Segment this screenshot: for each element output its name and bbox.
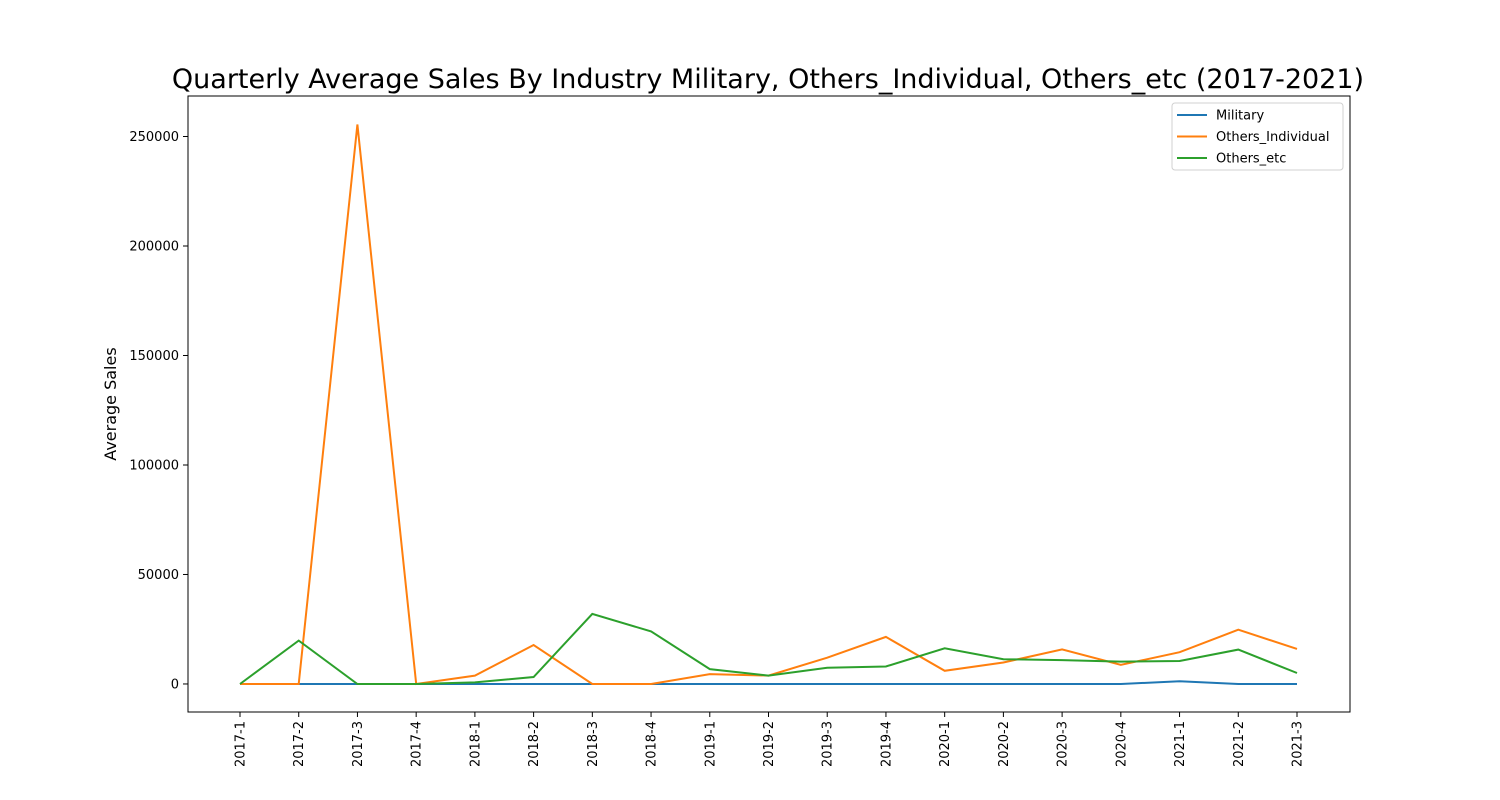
x-tick-label: 2017-3 xyxy=(351,721,366,767)
x-tick-label: 2017-2 xyxy=(292,721,307,767)
series-line-others-individual xyxy=(240,124,1298,686)
x-tick-label: 2021-1 xyxy=(1173,721,1188,767)
x-tick-label: 2018-2 xyxy=(527,721,542,767)
plot-area xyxy=(187,95,1351,713)
legend-label: Military xyxy=(1216,109,1264,124)
x-tick-label: 2020-3 xyxy=(1056,721,1071,767)
x-tick-label: 2019-1 xyxy=(703,721,718,767)
chart-title: Quarterly Average Sales By Industry Mili… xyxy=(172,64,1364,95)
x-tick-label: 2021-2 xyxy=(1232,721,1247,767)
x-tick-label: 2019-3 xyxy=(821,721,836,767)
y-axis-label: Average Sales xyxy=(101,347,120,460)
legend-label: Others_etc xyxy=(1216,152,1286,167)
x-tick-label: 2018-1 xyxy=(468,721,483,767)
x-tick-label: 2017-4 xyxy=(410,721,425,767)
y-tick-label: 150000 xyxy=(129,349,179,364)
x-tick-label: 2020-1 xyxy=(938,721,953,767)
x-tick-label: 2019-2 xyxy=(762,721,777,767)
y-tick-label: 0 xyxy=(171,677,179,692)
series-line-others-etc xyxy=(239,612,1298,685)
x-tick-label: 2018-3 xyxy=(586,721,601,767)
y-tick-label: 100000 xyxy=(129,458,179,473)
legend: Military Others_Individual Others_etc xyxy=(1171,102,1344,171)
y-tick-label: 250000 xyxy=(129,130,179,145)
x-tick-label: 2019-4 xyxy=(879,721,894,767)
x-tick-label: 2020-4 xyxy=(1114,721,1129,767)
legend-label: Others_Individual xyxy=(1216,130,1330,145)
x-tick-label: 2017-1 xyxy=(234,721,249,767)
legend-box xyxy=(1171,102,1344,171)
y-tick-label: 200000 xyxy=(129,240,179,255)
y-tick-label: 50000 xyxy=(138,568,179,583)
x-tick-label: 2021-3 xyxy=(1291,721,1306,767)
x-tick-label: 2018-4 xyxy=(645,721,660,767)
x-tick-label: 2020-2 xyxy=(997,721,1012,767)
